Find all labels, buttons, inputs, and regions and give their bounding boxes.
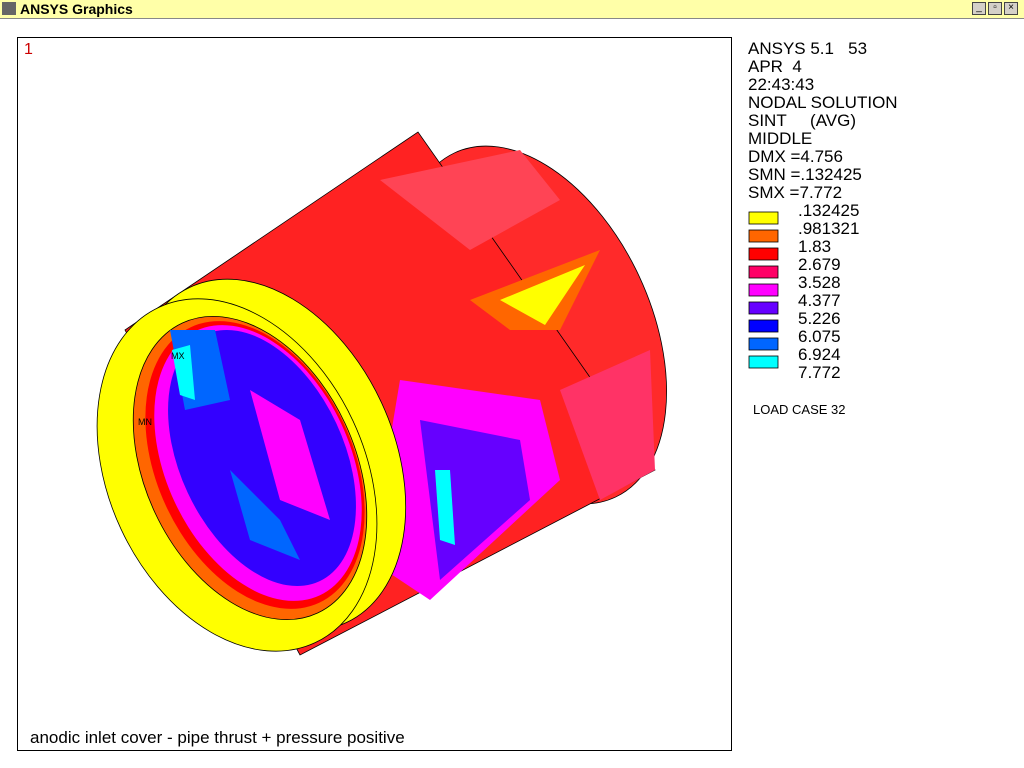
info-line: MIDDLE [748, 129, 812, 148]
patch [230, 470, 300, 560]
info-line: NODAL SOLUTION [748, 93, 898, 112]
load-case: LOAD CASE 32 [753, 402, 846, 417]
patch [250, 390, 330, 520]
info-line: APR 4 [748, 57, 802, 76]
legend-label: 3.528 [798, 273, 841, 292]
patch [172, 345, 195, 400]
legend-swatch [748, 283, 779, 297]
legend-swatch [748, 355, 779, 369]
legend-label: .981321 [798, 219, 859, 238]
legend-swatch [748, 211, 779, 225]
legend-label: 6.075 [798, 327, 841, 346]
viewport [17, 37, 732, 751]
patch [435, 470, 455, 545]
close-button[interactable]: × [1004, 2, 1018, 15]
info-line: ANSYS 5.1 53 [748, 39, 867, 58]
info-line: DMX =4.756 [748, 147, 843, 166]
caption: anodic inlet cover - pipe thrust + press… [30, 728, 405, 747]
legend-label: 1.83 [798, 237, 831, 256]
info-line: SMX =7.772 [748, 183, 842, 202]
model [96, 131, 667, 656]
restore-button[interactable]: ▫ [988, 2, 1002, 15]
marker: MN [138, 417, 152, 427]
legend-swatch [748, 319, 779, 333]
info-line: 22:43:43 [748, 75, 814, 94]
legend-label: 4.377 [798, 291, 841, 310]
patch [560, 350, 655, 500]
window-title: ANSYS Graphics [20, 1, 133, 17]
legend-label: 7.772 [798, 363, 841, 382]
legend-swatch [748, 301, 779, 315]
minimize-button[interactable]: _ [972, 2, 986, 15]
legend-label: .132425 [798, 201, 859, 220]
patch [380, 150, 560, 250]
legend-swatch [748, 247, 779, 261]
title-bar: ANSYS Graphics _ ▫ × [0, 0, 1024, 19]
legend-label: 2.679 [798, 255, 841, 274]
legend-label: 5.226 [798, 309, 841, 328]
legend-swatch [748, 229, 779, 243]
legend-swatch [748, 337, 779, 351]
legend-label: 6.924 [798, 345, 841, 364]
info-line: SMN =.132425 [748, 165, 862, 184]
app-icon [2, 2, 16, 15]
info-line: SINT (AVG) [748, 111, 856, 130]
viewport-number: 1 [24, 41, 33, 58]
marker: MX [171, 351, 185, 361]
legend-swatch [748, 265, 779, 279]
patch [500, 265, 585, 325]
